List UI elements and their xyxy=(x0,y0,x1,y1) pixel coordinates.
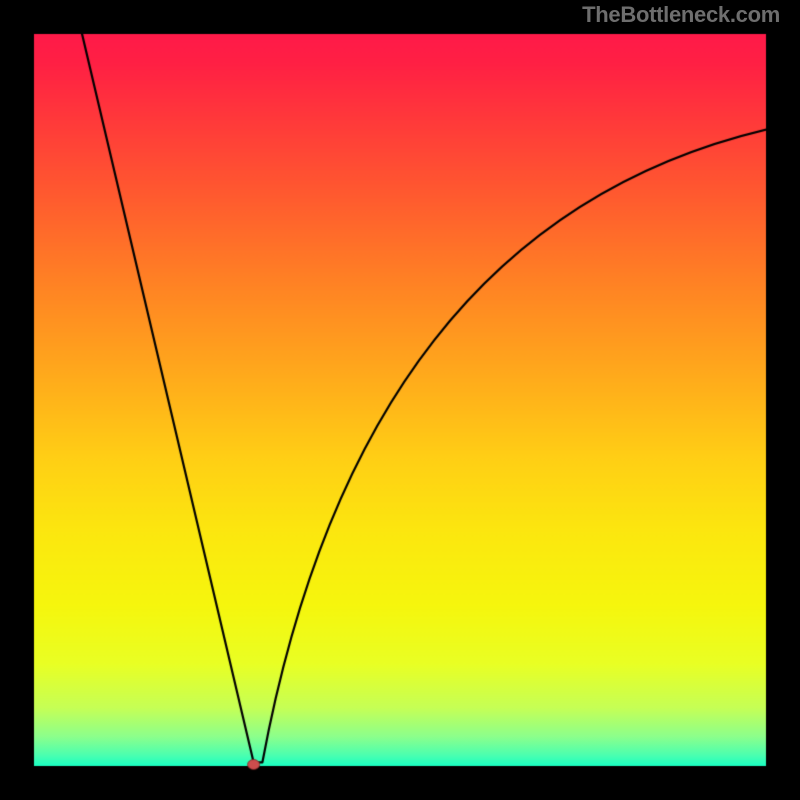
chart-container: TheBottleneck.com xyxy=(0,0,800,800)
bottleneck-chart-canvas xyxy=(0,0,800,800)
watermark-text: TheBottleneck.com xyxy=(582,2,780,28)
